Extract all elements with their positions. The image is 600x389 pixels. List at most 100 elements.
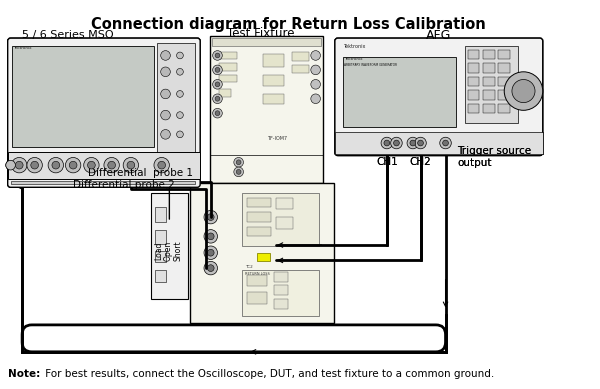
Bar	[157, 43, 196, 154]
Circle shape	[16, 161, 23, 169]
Text: CH2: CH2	[410, 158, 431, 167]
Circle shape	[176, 52, 184, 59]
Bar	[499, 50, 510, 59]
Circle shape	[158, 161, 166, 169]
Text: Tektronix: Tektronix	[344, 57, 363, 61]
Circle shape	[104, 158, 119, 173]
Text: AFG: AFG	[426, 28, 451, 42]
Text: Tektronix: Tektronix	[13, 46, 32, 50]
Bar	[263, 94, 284, 103]
Text: Differential probe 2: Differential probe 2	[73, 180, 175, 190]
Bar	[383, 138, 404, 146]
Circle shape	[52, 161, 59, 169]
Text: For best results, connect the Oscilloscope, DUT, and test fixture to a common gr: For best results, connect the Oscillosco…	[43, 369, 494, 379]
Circle shape	[208, 233, 214, 240]
Circle shape	[212, 65, 222, 75]
Bar	[220, 89, 231, 97]
Bar	[274, 272, 288, 282]
Circle shape	[27, 158, 43, 173]
Bar	[499, 63, 510, 73]
Bar	[499, 103, 510, 113]
Bar	[276, 198, 293, 209]
Circle shape	[407, 137, 419, 149]
Circle shape	[84, 158, 99, 173]
Bar	[157, 43, 196, 154]
Circle shape	[204, 246, 217, 259]
Bar	[11, 46, 154, 147]
Bar	[274, 299, 288, 308]
Text: Short: Short	[173, 240, 182, 261]
Circle shape	[176, 112, 184, 119]
Circle shape	[384, 140, 390, 146]
Circle shape	[204, 210, 217, 224]
Bar	[155, 251, 166, 262]
Circle shape	[407, 137, 419, 149]
Bar	[157, 156, 196, 182]
Circle shape	[69, 161, 77, 169]
Circle shape	[415, 137, 426, 149]
Circle shape	[176, 91, 184, 97]
Circle shape	[418, 140, 424, 146]
FancyBboxPatch shape	[8, 38, 200, 187]
Bar	[343, 57, 456, 127]
Circle shape	[311, 65, 320, 75]
Circle shape	[48, 158, 64, 173]
Bar	[335, 132, 543, 154]
Bar	[465, 46, 518, 123]
Circle shape	[504, 72, 543, 110]
Bar	[483, 63, 494, 73]
Circle shape	[154, 158, 169, 173]
Circle shape	[176, 131, 184, 138]
Circle shape	[418, 140, 424, 146]
Bar	[499, 90, 510, 100]
Bar	[467, 50, 479, 59]
Circle shape	[108, 161, 115, 169]
Text: Load: Load	[154, 242, 163, 260]
Bar	[499, 50, 510, 59]
FancyBboxPatch shape	[335, 38, 543, 156]
Circle shape	[176, 112, 184, 119]
Bar	[276, 217, 293, 229]
Text: CH2: CH2	[410, 158, 431, 167]
Bar	[483, 90, 494, 100]
Circle shape	[440, 137, 451, 149]
Circle shape	[410, 140, 416, 146]
Bar	[220, 75, 237, 82]
Circle shape	[176, 131, 184, 138]
Bar	[467, 90, 479, 100]
Circle shape	[88, 161, 95, 169]
Bar	[483, 50, 494, 59]
Circle shape	[215, 67, 220, 72]
Circle shape	[6, 160, 16, 170]
Bar	[175, 167, 187, 173]
Bar	[190, 184, 334, 323]
Circle shape	[512, 79, 535, 103]
Circle shape	[108, 161, 115, 169]
Bar	[155, 207, 166, 222]
Circle shape	[443, 140, 448, 146]
Circle shape	[208, 265, 214, 272]
Bar	[167, 46, 174, 52]
Bar	[499, 77, 510, 86]
Bar	[483, 77, 494, 86]
Circle shape	[69, 161, 77, 169]
Bar	[499, 103, 510, 113]
Circle shape	[154, 158, 169, 173]
Bar	[467, 103, 479, 113]
Bar	[167, 54, 174, 60]
Circle shape	[384, 140, 390, 146]
Circle shape	[161, 51, 170, 60]
Text: Tektronix: Tektronix	[343, 44, 365, 49]
Circle shape	[212, 79, 222, 89]
Circle shape	[236, 170, 241, 174]
Circle shape	[443, 140, 448, 146]
Bar	[247, 227, 271, 237]
Circle shape	[6, 160, 16, 170]
Bar	[242, 193, 319, 246]
Bar	[220, 63, 237, 71]
Circle shape	[161, 89, 170, 99]
Text: Open: Open	[164, 241, 173, 261]
Text: ARBITRARY WAVEFORM GENERATOR: ARBITRARY WAVEFORM GENERATOR	[344, 63, 397, 67]
Bar	[483, 90, 494, 100]
Text: Connection diagram for Return Loss Calibration: Connection diagram for Return Loss Calib…	[91, 17, 486, 32]
